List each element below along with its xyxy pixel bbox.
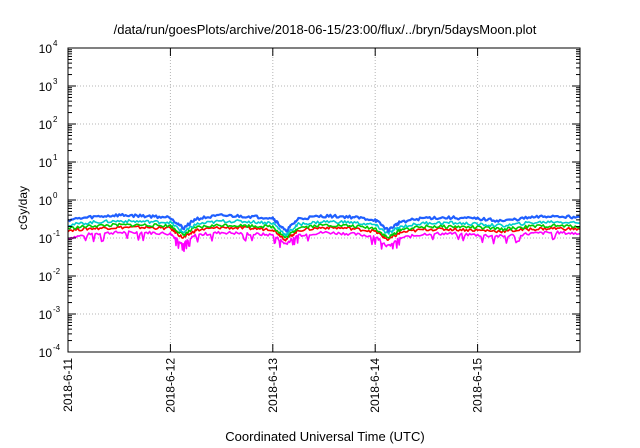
series-line-5 [67,212,581,233]
x-tick-label: 2018-6-13 [266,358,280,413]
y-tick-label: 10 [39,194,53,208]
x-tick-label: 2018-6-12 [163,358,177,413]
y-tick-label: 10 [39,118,53,132]
y-tick-exponent: 3 [53,77,58,86]
chart-title: /data/run/goesPlots/archive/2018-06-15/2… [114,22,537,37]
y-tick-label: 10 [39,80,53,94]
series-line-3 [67,222,581,239]
series-line-1 [67,230,581,253]
y-tick-exponent: -2 [53,267,61,276]
y-tick-exponent: -3 [53,305,61,314]
series-layer [67,212,581,253]
y-tick-label: 10 [39,346,53,360]
series-line-4 [67,219,581,237]
x-tick-label: 2018-6-14 [368,358,382,413]
y-tick-label: 10 [39,270,53,284]
x-tick-label: 2018-6-11 [61,358,75,412]
y-tick-label: 10 [39,156,53,170]
y-tick-exponent: -1 [53,229,61,238]
y-tick-label: 10 [39,308,53,322]
x-axis-label: Coordinated Universal Time (UTC) [225,429,424,444]
y-tick-exponent: 0 [53,191,58,200]
x-tick-label: 2018-6-15 [471,358,485,413]
series-line-2 [67,225,581,242]
y-tick-label: 10 [39,232,53,246]
y-tick-exponent: 2 [53,115,58,124]
y-tick-exponent: -4 [53,343,61,352]
y-tick-exponent: 1 [53,153,58,162]
x-axis: 2018-6-11 2018-6-12 2018-6-13 2018-6-14 2018… [61,48,485,413]
y-tick-exponent: 4 [53,39,58,48]
y-tick-label: 10 [39,42,53,56]
y-axis-label: cGy/day [16,186,30,230]
